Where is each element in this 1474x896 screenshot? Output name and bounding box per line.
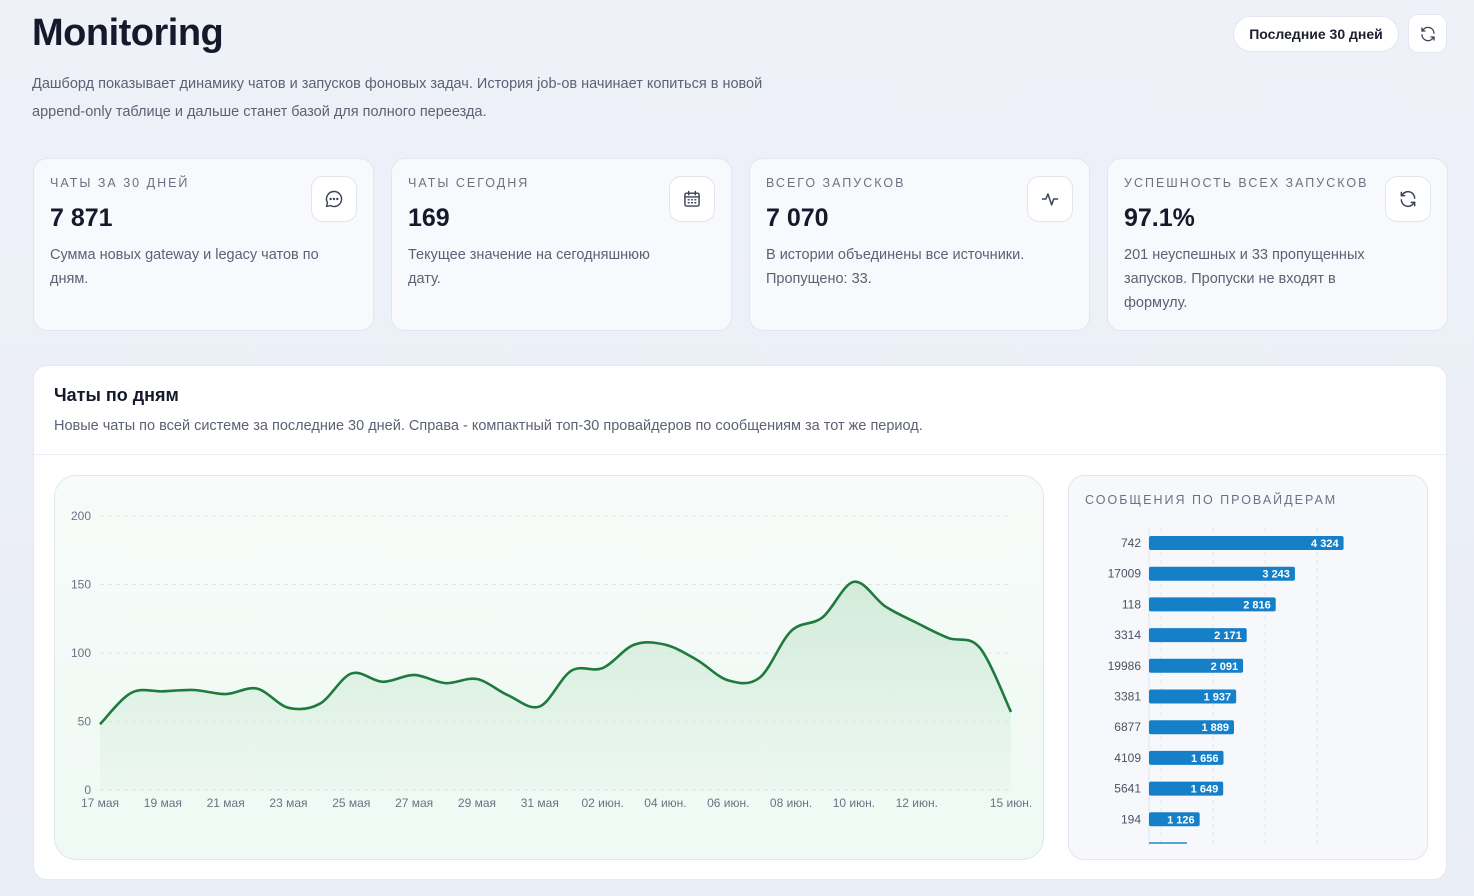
kpi-value: 169 (408, 204, 450, 232)
provider-label: 17009 (1108, 567, 1142, 581)
provider-label: 742 (1121, 536, 1141, 550)
providers-panel: СООБЩЕНИЯ ПО ПРОВАЙДЕРАМ 742 4 324 17009 3 … (1068, 475, 1428, 860)
kpi-card-chats-30d: ЧАТЫ ЗА 30 ДНЕЙ 7 871 Сумма новых gatewa… (33, 158, 374, 331)
provider-label: 5641 (1114, 782, 1141, 796)
provider-bar (1149, 628, 1247, 643)
provider-label: 19986 (1108, 659, 1142, 673)
provider-bar (1149, 812, 1200, 827)
kpi-note: Сумма новых gateway и legacy чатов по дн… (50, 247, 319, 287)
provider-bar-partial (1149, 842, 1187, 844)
x-tick-label: 29 мая (458, 796, 496, 810)
provider-bar (1149, 566, 1295, 581)
x-tick-label: 25 мая (332, 796, 370, 810)
chats-series-line (99, 580, 1013, 726)
kpi-note: В истории объединены все источники. Проп… (766, 247, 1025, 287)
section-subtitle: Новые чаты по всей системе за последние … (54, 418, 923, 434)
y-tick-label: 50 (78, 715, 92, 729)
x-tick-label: 27 мая (395, 796, 433, 810)
kpi-icon-badge (669, 176, 715, 222)
divider (34, 454, 1446, 455)
chats-chart-panel: 0 50 100 150 200 17 мая 19 мая 21 мая 23 мая 25 м… (54, 475, 1044, 860)
kpi-label: ВСЕГО ЗАПУСКОВ (766, 176, 906, 190)
x-tick-label: 15 июн. (990, 796, 1032, 810)
kpi-value: 7 871 (50, 204, 113, 232)
kpi-card-success-rate: УСПЕШНОСТЬ ВСЕХ ЗАПУСКОВ 97.1% 201 неусп… (1107, 158, 1448, 331)
chat-icon (325, 190, 343, 208)
y-tick-label: 0 (84, 783, 91, 797)
provider-value-label: 1 889 (1201, 722, 1229, 734)
section-title: Чаты по дням (54, 385, 179, 405)
provider-value-label: 3 243 (1262, 569, 1290, 581)
page-description: Дашборд показывает динамику чатов и запу… (32, 76, 763, 120)
x-tick-label: 06 июн. (707, 796, 749, 810)
provider-label: 6877 (1114, 720, 1141, 734)
x-tick-label: 04 июн. (644, 796, 686, 810)
y-tick-label: 100 (71, 646, 91, 660)
kpi-card-chats-today: ЧАТЫ СЕГОДНЯ 169 Текущее значение на сег… (391, 158, 732, 331)
provider-value-label: 1 656 (1191, 753, 1219, 765)
provider-bar (1149, 781, 1224, 796)
provider-label: 3314 (1114, 628, 1141, 642)
x-tick-label: 02 июн. (581, 796, 623, 810)
provider-bar (1149, 750, 1224, 765)
provider-label: 4109 (1114, 751, 1141, 765)
x-tick-label: 12 июн. (896, 796, 938, 810)
provider-value-label: 4 324 (1311, 538, 1339, 550)
activity-icon (1041, 193, 1059, 206)
kpi-icon-badge (1385, 176, 1431, 222)
calendar-icon (684, 190, 700, 207)
kpi-card-total-runs: ВСЕГО ЗАПУСКОВ 7 070 В истории объединен… (749, 158, 1090, 331)
chats-area-fill (100, 581, 1011, 790)
provider-label: 194 (1121, 812, 1141, 826)
y-tick-label: 150 (71, 578, 91, 592)
x-tick-label: 17 мая (81, 796, 119, 810)
refresh-icon (1420, 26, 1435, 41)
kpi-value: 7 070 (766, 204, 829, 232)
provider-bar (1149, 720, 1235, 735)
chats-line-chart: 0 50 100 150 200 17 мая 19 мая 21 мая 23 мая 25 м… (71, 509, 1032, 810)
kpi-label: ЧАТЫ СЕГОДНЯ (408, 176, 530, 190)
date-range-button[interactable]: Последние 30 дней (1233, 16, 1399, 52)
page-title: Monitoring (32, 12, 224, 54)
kpi-icon-badge (1027, 176, 1073, 222)
x-tick-label: 08 июн. (770, 796, 812, 810)
y-tick-label: 200 (71, 509, 91, 523)
provider-label: 3381 (1114, 690, 1141, 704)
kpi-value: 97.1% (1124, 204, 1195, 232)
provider-bar (1149, 597, 1276, 612)
x-tick-label: 23 мая (269, 796, 307, 810)
provider-bar (1149, 536, 1344, 550)
kpi-icon-badge (311, 176, 357, 222)
provider-value-label: 1 126 (1167, 814, 1195, 826)
refresh-button[interactable] (1408, 14, 1447, 53)
kpi-note: Текущее значение на сегодняшнюю дату. (408, 247, 650, 287)
providers-bar-chart: 742 4 324 17009 3 243 118 2 816 3314 2 171 19986… (1108, 528, 1344, 846)
x-tick-label: 21 мая (207, 796, 245, 810)
x-tick-label: 31 мая (521, 796, 559, 810)
providers-title: СООБЩЕНИЯ ПО ПРОВАЙДЕРАМ (1085, 493, 1338, 507)
chats-by-day-card: Чаты по дням Новые чаты по всей системе … (33, 365, 1447, 880)
provider-bar (1149, 658, 1244, 673)
kpi-label: УСПЕШНОСТЬ ВСЕХ ЗАПУСКОВ (1124, 176, 1369, 190)
x-tick-label: 19 мая (144, 796, 182, 810)
provider-value-label: 2 171 (1214, 630, 1242, 642)
refresh-icon (1400, 190, 1416, 208)
provider-label: 118 (1122, 597, 1141, 611)
kpi-label: ЧАТЫ ЗА 30 ДНЕЙ (50, 176, 190, 190)
provider-bar (1149, 689, 1237, 704)
kpi-note: 201 неуспешных и 33 пропущенных запусков… (1124, 247, 1365, 311)
x-tick-label: 10 июн. (833, 796, 875, 810)
provider-value-label: 1 937 (1204, 692, 1232, 704)
provider-value-label: 1 649 (1191, 784, 1219, 796)
provider-value-label: 2 816 (1243, 599, 1271, 611)
provider-value-label: 2 091 (1211, 661, 1239, 673)
